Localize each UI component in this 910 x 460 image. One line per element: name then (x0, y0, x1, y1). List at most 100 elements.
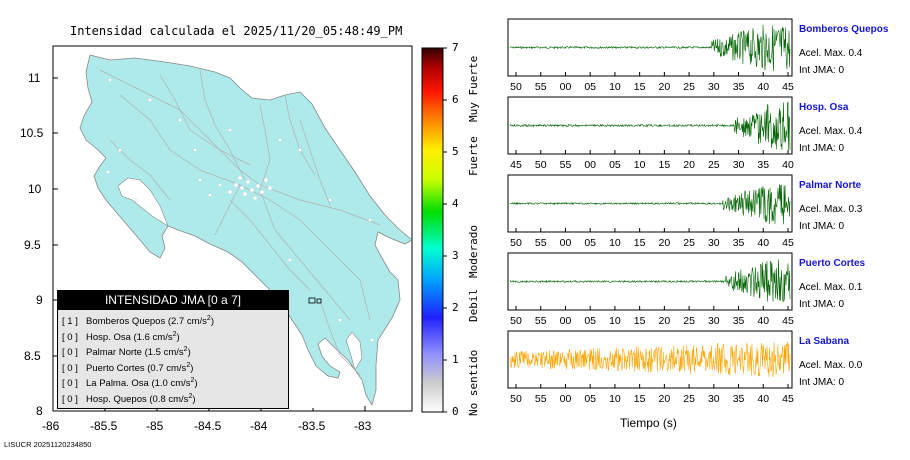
time-tick-label: 10 (634, 159, 646, 171)
time-tick-label: 35 (733, 315, 745, 327)
road-network (99, 69, 381, 376)
colorbar-tick: 5 (452, 145, 459, 158)
time-tick-label: 20 (659, 393, 671, 405)
time-tick-label: 45 (782, 393, 794, 405)
map-y-tick: 10.5 (20, 126, 44, 140)
time-tick-label: 10 (609, 81, 621, 93)
time-tick-label: 30 (708, 237, 720, 249)
time-tick-label: 30 (733, 159, 745, 171)
time-tick-label: 45 (510, 159, 522, 171)
waveform-trace (509, 341, 791, 378)
station-intensity: Int JMA: 0 (799, 65, 845, 76)
colorbar-label-no-sentido: No sentido (467, 350, 480, 416)
time-tick-label: 10 (609, 315, 621, 327)
intensity-legend: INTENSIDAD JMA [0 a 7] [ 1 ] Bomberos Que… (57, 290, 289, 409)
time-tick-label: 00 (584, 159, 596, 171)
colorbar-label-muy-fuerte: Muy Fuerte (467, 56, 480, 122)
time-tick-label: 50 (510, 393, 522, 405)
legend-row: [ 1 ] Bomberos Quepos (2.7 cm/s2) (62, 315, 214, 327)
time-tick-label: 35 (733, 393, 745, 405)
time-tick-label: 50 (510, 81, 522, 93)
station-name: Hosp. Osa (799, 102, 849, 113)
time-tick-label: 30 (708, 393, 720, 405)
legend-station: La Palma. Osa (1.0 cm/s (86, 378, 191, 390)
time-tick-label: 15 (634, 81, 646, 93)
station-name: Puerto Cortes (799, 258, 866, 269)
legend-close: ) (176, 331, 180, 343)
colorbar-tick: 2 (452, 301, 459, 314)
time-tick-label: 55 (535, 393, 547, 405)
map-x-tick: -84 (250, 419, 268, 433)
colorbar-tick: 7 (452, 41, 459, 54)
time-tick-label: 25 (708, 159, 720, 171)
legend-title: INTENSIDAD JMA [0 a 7] (58, 291, 288, 310)
station-intensity: Int JMA: 0 (799, 143, 845, 154)
legend-level: [ 0 ] (62, 331, 78, 343)
station-accel: Acel. Max. 0.0 (799, 360, 863, 371)
time-tick-label: 20 (659, 315, 671, 327)
time-tick-label: 00 (560, 237, 572, 249)
colorbar-tick: 1 (452, 353, 459, 366)
legend-level: [ 0 ] (62, 378, 78, 390)
time-tick-label: 45 (782, 81, 794, 93)
legend-close: ) (187, 347, 191, 359)
legend-unit-exponent: 2 (172, 330, 177, 338)
seismogram-panel (507, 252, 793, 311)
time-tick-label: 55 (535, 237, 547, 249)
waveform-trace (509, 259, 791, 303)
time-tick-label: 35 (757, 159, 769, 171)
time-tick-label: 40 (782, 159, 794, 171)
time-tick-label: 00 (560, 393, 572, 405)
legend-unit-exponent: 2 (206, 315, 211, 322)
legend-row: [ 0 ] La Palma. Osa (1.0 cm/s2) (62, 377, 198, 389)
map-x-tick: -85 (146, 419, 164, 433)
station-accel: Acel. Max. 0.3 (799, 204, 863, 215)
legend-level: [ 0 ] (62, 347, 78, 359)
station-intensity: Int JMA: 0 (799, 221, 845, 232)
colorbar-labels: Muy Fuerte Fuerte Moderado Debil No sent… (467, 56, 480, 416)
map-x-tick: -85.5 (90, 419, 118, 433)
time-tick-label: 40 (757, 315, 769, 327)
legend-unit-exponent: 2 (183, 346, 188, 353)
time-tick-label: 55 (535, 81, 547, 93)
legend-close: ) (192, 393, 196, 405)
map-title: Intensidad calculada el 2025/11/20_05:48… (70, 24, 403, 38)
time-tick-label: 15 (634, 237, 646, 249)
time-tick-label: 00 (560, 315, 572, 327)
colorbar-tick: 0 (452, 405, 459, 418)
station-intensity: Int JMA: 0 (799, 377, 845, 388)
time-tick-label: 40 (757, 237, 769, 249)
time-tick-label: 50 (510, 237, 522, 249)
colorbar-tick: 6 (452, 93, 459, 106)
time-tick-label: 05 (584, 237, 596, 249)
map-x-tick: -83 (354, 419, 372, 433)
time-tick-label: 20 (683, 159, 695, 171)
colorbar-tick: 4 (452, 197, 459, 210)
legend-station: Hosp. Osa (1.6 cm/s (86, 331, 173, 343)
map-y-tick: 10 (28, 182, 42, 196)
time-tick-label: 25 (683, 393, 695, 405)
map-y-tick: 9 (36, 293, 43, 307)
time-tick-label: 10 (609, 393, 621, 405)
time-tick-label: 15 (659, 159, 671, 171)
legend-station: Hosp. Quepos (0.8 cm/s (86, 393, 189, 405)
time-tick-label: 20 (659, 81, 671, 93)
costa-rica-landmass (79, 54, 412, 407)
time-tick-label: 25 (683, 315, 695, 327)
colorbar (421, 47, 444, 413)
time-tick-label: 10 (609, 237, 621, 249)
legend-row: [ 0 ] Palmar Norte (1.5 cm/s2) (62, 346, 191, 358)
map-x-tick: -83.5 (298, 419, 326, 433)
time-tick-label: 05 (609, 159, 621, 171)
time-tick-label: 35 (733, 81, 745, 93)
map-x-tick: -86 (42, 419, 60, 433)
legend-close: ) (194, 378, 198, 390)
station-accel: Acel. Max. 0.4 (799, 48, 863, 59)
legend-row: [ 0 ] Hosp. Quepos (0.8 cm/s2) (62, 393, 196, 405)
seismogram-panel (507, 96, 793, 155)
legend-close: ) (210, 316, 214, 328)
legend-row: [ 0 ] Puerto Cortes (0.7 cm/s2) (62, 362, 193, 374)
time-tick-label: 30 (708, 315, 720, 327)
time-tick-label: 30 (708, 81, 720, 93)
waveform-trace (509, 101, 791, 151)
